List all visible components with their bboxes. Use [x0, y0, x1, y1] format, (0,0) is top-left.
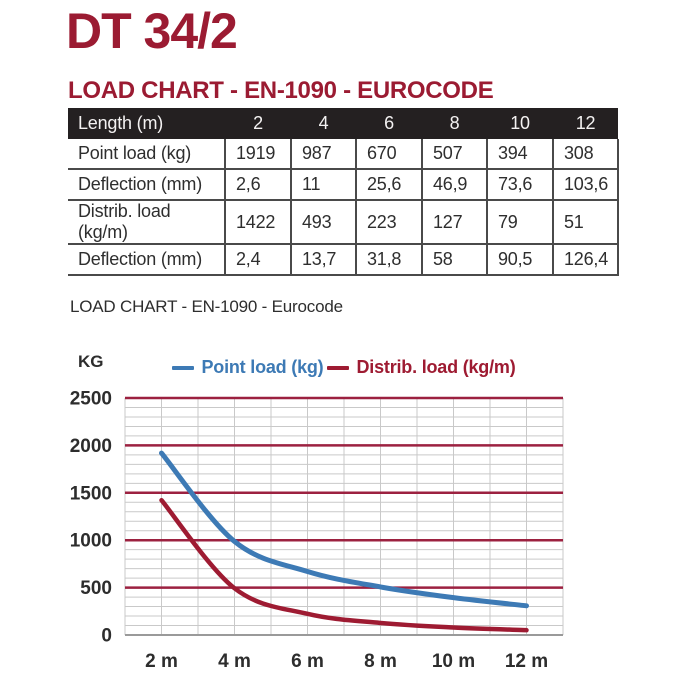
table-cell: 670 — [355, 139, 422, 170]
table-cell: 987 — [290, 139, 356, 170]
table-row: Deflection (mm) 2,6 11 25,6 46,9 73,6 103,6 — [68, 169, 619, 201]
table-cell: 103,6 — [552, 169, 619, 201]
load-table: Length (m) 2 4 6 8 10 12 Point load (kg) 1919 98… — [68, 108, 619, 276]
table-cell: 223 — [355, 200, 422, 245]
table-cell: 126,4 — [552, 244, 619, 276]
table-cell: 25,6 — [355, 169, 422, 201]
table-cell: 308 — [552, 139, 619, 170]
x-tick-label: 6 m — [291, 651, 324, 672]
row-label-cell: Point load (kg) — [68, 139, 225, 170]
table-row: Distrib. load (kg/m) 1422 493 223 127 79 51 — [68, 200, 619, 245]
page-subtitle: LOAD CHART - EN-1090 - EUROCODE — [68, 77, 494, 104]
load-chart: 0 500 1000 1500 2000 2500 2 m 4 m 6 m 8 m 10 m 12 m — [70, 389, 564, 672]
row-label-cell: Deflection (mm) — [68, 244, 225, 276]
row-label-cell: Deflection (mm) — [68, 169, 225, 201]
y-axis-unit-label: KG — [78, 352, 104, 371]
series-line-distrib-load-kg-m — [159, 497, 529, 633]
x-tick-label: 10 m — [432, 651, 475, 672]
table-cell: 11 — [290, 169, 356, 201]
legend-dash-point-load-kg — [172, 365, 195, 370]
table-row: Deflection (mm) 2,4 13,7 31,8 58 90,5 126,4 — [68, 244, 619, 276]
table-header-cell: 10 — [487, 108, 553, 139]
x-tick-label: 12 m — [505, 651, 548, 672]
y-tick-label: 2500 — [70, 389, 112, 410]
table-header-cell: Length (m) — [68, 108, 225, 139]
table-cell: 13,7 — [290, 244, 356, 276]
table-row: Point load (kg) 1919 987 670 507 394 308 — [68, 139, 619, 170]
x-tick-label: 4 m — [218, 651, 251, 672]
table-header-cell: 12 — [553, 108, 618, 139]
table-cell: 1422 — [224, 200, 291, 245]
table-header-cell: 4 — [291, 108, 356, 139]
row-label-cell: Distrib. load (kg/m) — [68, 200, 225, 245]
y-tick-label: 2000 — [70, 436, 112, 457]
table-cell: 31,8 — [355, 244, 422, 276]
table-cell: 58 — [421, 244, 487, 276]
chart-section-caption: LOAD CHART - EN-1090 - Eurocode — [70, 297, 343, 316]
series-line-point-load-kg — [159, 450, 529, 609]
table-cell: 507 — [421, 139, 487, 170]
chart-legend: Point load (kg) Distrib. load (kg/m) — [125, 357, 563, 378]
legend-dash-distrib-load-kg-m — [327, 365, 350, 370]
table-cell: 394 — [486, 139, 553, 170]
table-cell: 79 — [486, 200, 553, 245]
table-cell: 2,4 — [224, 244, 291, 276]
table-header-cell: 8 — [422, 108, 487, 139]
y-tick-label: 1500 — [70, 483, 112, 504]
page-title: DT 34/2 — [66, 3, 238, 59]
x-tick-label: 2 m — [145, 651, 178, 672]
table-cell: 1919 — [224, 139, 291, 170]
table-cell: 2,6 — [224, 169, 291, 201]
table-cell: 90,5 — [486, 244, 553, 276]
table-header-cell: 6 — [356, 108, 422, 139]
table-header-cell: 2 — [225, 108, 291, 139]
legend-label-point-load-kg: Point load (kg) — [201, 357, 324, 377]
table-cell: 73,6 — [486, 169, 553, 201]
load-table-header-row: Length (m) 2 4 6 8 10 12 — [68, 108, 618, 139]
table-cell: 51 — [552, 200, 619, 245]
y-tick-label: 0 — [101, 626, 112, 647]
table-cell: 493 — [290, 200, 356, 245]
x-tick-label: 8 m — [364, 651, 397, 672]
y-tick-label: 1000 — [70, 531, 112, 552]
legend-label-distrib-load-kg-m: Distrib. load (kg/m) — [356, 357, 516, 377]
table-cell: 46,9 — [421, 169, 487, 201]
y-tick-label: 500 — [80, 578, 112, 599]
table-cell: 127 — [421, 200, 487, 245]
